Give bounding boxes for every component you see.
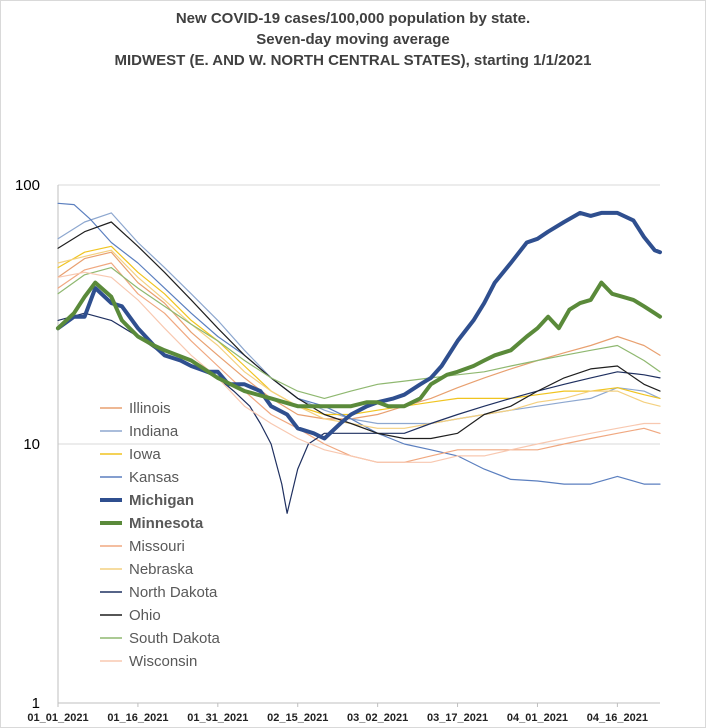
legend: Illinois Indiana Iowa Kansas Michigan Minneso… <box>100 400 221 670</box>
y-tick-labels: 1 10 100 <box>15 177 40 712</box>
legend-label: South Dakota <box>129 630 221 647</box>
series-line-minnesota <box>56 280 662 409</box>
legend-label: Nebraska <box>129 561 194 578</box>
series-lines <box>56 202 662 514</box>
legend-label: North Dakota <box>129 584 218 601</box>
x-tick-label: 04_01_2021 <box>507 712 568 724</box>
legend-label: Missouri <box>129 538 185 555</box>
x-tick-label: 03_17_2021 <box>427 712 488 724</box>
y-tick-label: 10 <box>23 436 40 453</box>
chart-title-line-1: New COVID-19 cases/100,000 population by… <box>175 10 531 27</box>
y-tick-label: 100 <box>15 177 40 194</box>
x-tick-label: 01_31_2021 <box>187 712 248 724</box>
legend-label: Indiana <box>129 423 179 440</box>
legend-label: Kansas <box>129 469 179 486</box>
chart-title-line-2: Seven-day moving average <box>256 31 450 48</box>
y-tick-label: 1 <box>32 695 40 712</box>
x-tick-label: 02_15_2021 <box>267 712 328 724</box>
x-tick-label: 01_16_2021 <box>107 712 168 724</box>
x-tick-label: 03_02_2021 <box>347 712 408 724</box>
legend-label: Ohio <box>129 607 161 624</box>
series-line-iowa <box>57 245 661 416</box>
legend-label: Iowa <box>129 446 161 463</box>
axes <box>57 185 660 707</box>
x-tick-label: 01_01_2021 <box>27 712 88 724</box>
legend-label: Minnesota <box>129 515 204 532</box>
series-line-michigan <box>56 210 662 441</box>
x-tick-label: 04_16_2021 <box>587 712 648 724</box>
chart-title-line-3: MIDWEST (E. AND W. NORTH CENTRAL STATES)… <box>114 52 592 69</box>
series-line-ohio <box>57 221 661 440</box>
series-line-indiana <box>57 212 661 425</box>
x-tick-labels: 01_01_2021 01_16_2021 01_31_2021 02_15_2021… <box>27 712 648 724</box>
legend-label: Illinois <box>129 400 171 417</box>
series-line-south-dakota <box>57 267 661 399</box>
legend-label: Wisconsin <box>129 653 197 670</box>
legend-label: Michigan <box>129 492 194 509</box>
series-line-nebraska <box>57 249 661 429</box>
series-line-illinois <box>57 251 661 420</box>
series-line-kansas <box>57 202 661 485</box>
gridlines <box>58 184 660 445</box>
series-line-wisconsin <box>57 271 661 463</box>
